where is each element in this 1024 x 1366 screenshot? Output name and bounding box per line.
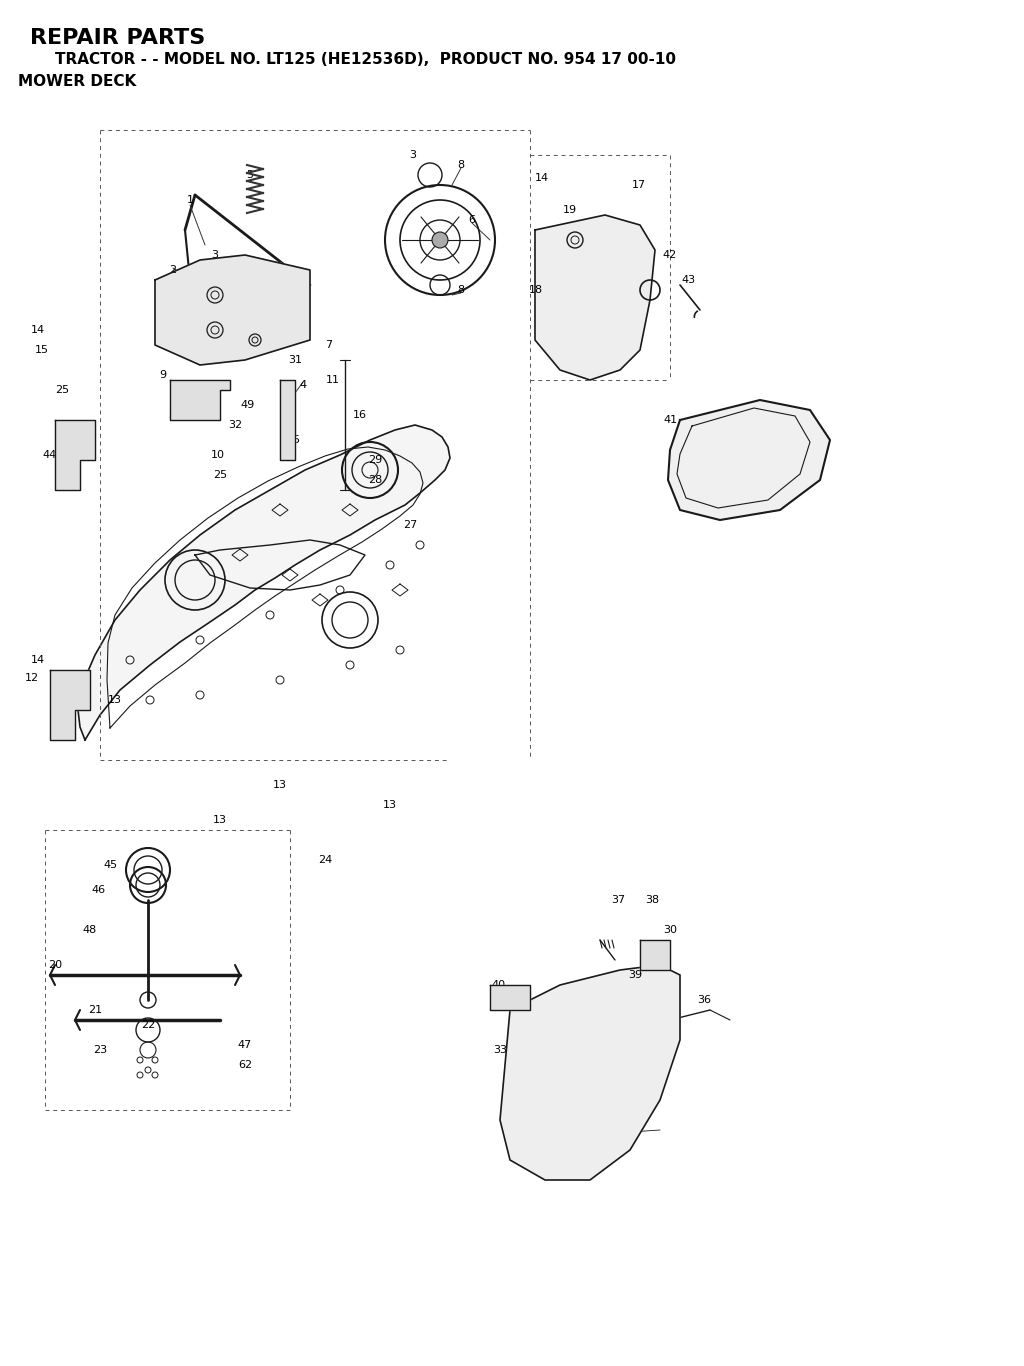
Polygon shape (535, 214, 655, 380)
Polygon shape (55, 419, 95, 490)
Text: 32: 32 (228, 419, 242, 430)
Text: 43: 43 (681, 275, 695, 285)
Text: 28: 28 (368, 475, 382, 485)
Text: 8: 8 (458, 160, 465, 169)
Text: 45: 45 (103, 861, 117, 870)
Polygon shape (170, 380, 230, 419)
Polygon shape (50, 669, 90, 740)
Polygon shape (668, 400, 830, 520)
Text: 11: 11 (326, 376, 340, 385)
Text: 13: 13 (108, 695, 122, 705)
Text: 25: 25 (168, 410, 182, 419)
Text: 19: 19 (563, 205, 578, 214)
Text: 38: 38 (645, 895, 659, 906)
Text: 7: 7 (326, 340, 333, 350)
Text: REPAIR PARTS: REPAIR PARTS (30, 27, 205, 48)
Text: 2: 2 (169, 265, 176, 275)
Text: 25: 25 (213, 470, 227, 479)
Text: 10: 10 (211, 449, 225, 460)
Text: 22: 22 (141, 1020, 155, 1030)
Text: 13: 13 (383, 800, 397, 810)
Text: 42: 42 (663, 250, 677, 260)
Text: 25: 25 (286, 434, 300, 445)
Text: 47: 47 (238, 1040, 252, 1050)
Text: 15: 15 (35, 346, 49, 355)
Text: 3: 3 (410, 150, 417, 160)
Text: 49: 49 (241, 400, 255, 410)
Text: 14: 14 (31, 656, 45, 665)
Text: 14: 14 (31, 325, 45, 335)
Polygon shape (280, 380, 295, 460)
Text: 5: 5 (247, 169, 254, 180)
Text: 33: 33 (493, 1045, 507, 1055)
Text: 31: 31 (288, 355, 302, 365)
Circle shape (432, 232, 449, 249)
Polygon shape (78, 425, 450, 740)
Text: 29: 29 (368, 455, 382, 464)
Text: 1: 1 (186, 195, 194, 205)
Text: TRACTOR - - MODEL NO. LT125 (HE12536D),  PRODUCT NO. 954 17 00-10: TRACTOR - - MODEL NO. LT125 (HE12536D), … (55, 52, 676, 67)
Text: 14: 14 (535, 173, 549, 183)
Text: 25: 25 (55, 385, 69, 395)
Text: 37: 37 (611, 895, 625, 906)
Text: 16: 16 (353, 410, 367, 419)
Text: 46: 46 (91, 885, 105, 895)
Polygon shape (500, 964, 680, 1180)
Text: 39: 39 (628, 970, 642, 979)
Text: 36: 36 (697, 994, 711, 1005)
Text: 13: 13 (213, 816, 227, 825)
Polygon shape (490, 985, 530, 1009)
Text: 6: 6 (469, 214, 475, 225)
Text: 3: 3 (212, 250, 218, 260)
Text: 4: 4 (299, 380, 306, 391)
Text: 13: 13 (273, 780, 287, 790)
Text: 24: 24 (317, 855, 332, 865)
Text: 27: 27 (402, 520, 417, 530)
Text: 40: 40 (490, 979, 505, 990)
Text: MOWER DECK: MOWER DECK (18, 74, 136, 89)
Text: 8: 8 (458, 285, 465, 295)
Text: 21: 21 (88, 1005, 102, 1015)
Text: 17: 17 (632, 180, 646, 190)
Text: 23: 23 (93, 1045, 108, 1055)
Text: 18: 18 (529, 285, 543, 295)
Polygon shape (640, 940, 670, 970)
Text: 14: 14 (645, 945, 659, 955)
Text: 62: 62 (238, 1060, 252, 1070)
Text: 12: 12 (25, 673, 39, 683)
Text: 30: 30 (663, 925, 677, 934)
Polygon shape (155, 255, 310, 365)
Text: 44: 44 (43, 449, 57, 460)
Text: 48: 48 (83, 925, 97, 934)
Text: 41: 41 (663, 415, 677, 425)
Text: 14: 14 (279, 380, 293, 391)
Text: 9: 9 (160, 370, 167, 380)
Text: 20: 20 (48, 960, 62, 970)
